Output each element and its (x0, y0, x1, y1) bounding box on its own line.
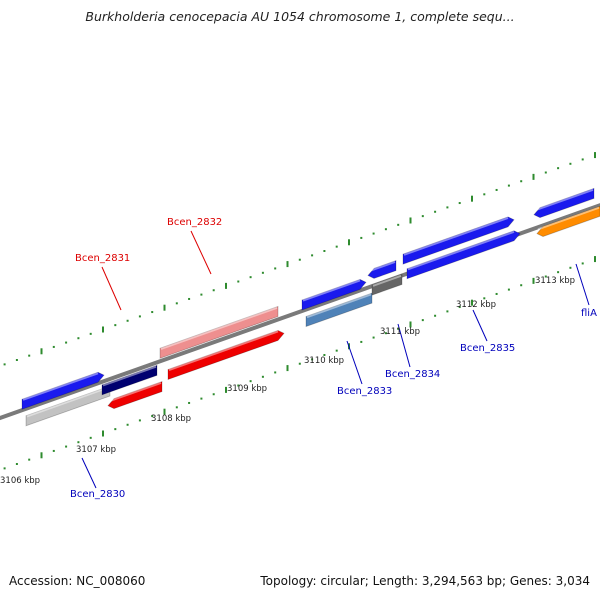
scale-label: 3109 kbp (227, 384, 267, 394)
scale-label: 3108 kbp (151, 414, 191, 424)
label-leaders (81, 230, 590, 489)
gene-bcen-2831 (101, 364, 158, 396)
gene-bcen-2832-highlight (160, 306, 278, 350)
leader-bcen-2831 (101, 266, 122, 311)
gene-flia-highlight (534, 188, 594, 212)
gene-bcen-2831-highlight (108, 381, 162, 403)
gene-bcen-2835 (402, 216, 515, 265)
scale-label: 3110 kbp (304, 356, 344, 366)
scale-label: 3112 kbp (456, 300, 496, 310)
gene-bcen-2832 (167, 330, 285, 381)
gene-bcen-2834-highlight (372, 274, 402, 287)
tick-marks (3, 152, 596, 470)
gene-bcen-2830-highlight (22, 372, 99, 401)
gene-bcen-2830 (25, 385, 111, 427)
gene-label-flia: fliA (581, 308, 597, 319)
gene-bcen-2833 (301, 278, 367, 311)
gene-bcen-2833 (305, 292, 373, 328)
leader-bcen-2832 (190, 230, 212, 275)
gene-bcen-2834-highlight (368, 261, 396, 273)
gene-label-bcen-2833: Bcen_2833 (337, 386, 392, 397)
gene-label-bcen-2830: Bcen_2830 (70, 489, 125, 500)
gene-flia (536, 205, 600, 237)
gene-bcen-2833-highlight (302, 279, 361, 302)
scale-label: 3106 kbp (0, 476, 40, 486)
gene-bcen-2830-highlight (26, 386, 110, 418)
gene-bcen-2832-highlight (168, 330, 279, 372)
gene-bcen-2835-highlight (407, 230, 515, 271)
gene-bcen-2835 (406, 230, 521, 280)
gene-bcen-2830 (21, 371, 105, 410)
gene-features (21, 187, 600, 427)
scale-label: 3113 kbp (535, 276, 575, 286)
leader-flia (575, 263, 590, 306)
scale-label: 3111 kbp (380, 327, 420, 337)
gene-bcen-2833-highlight (306, 293, 372, 319)
gene-labels: Bcen_2830 Bcen_2831 Bcen_2832 Bcen_2833 Bcen… (70, 217, 597, 500)
scale-labels: 3106 kbp 3107 kbp 3108 kbp 3109 kbp 3110 kbp… (0, 276, 575, 486)
gene-flia (533, 187, 595, 219)
gene-label-bcen-2832: Bcen_2832 (167, 217, 222, 228)
gene-flia-highlight (537, 206, 600, 231)
map-title: Burkholderia cenocepacia AU 1054 chromos… (85, 9, 515, 24)
gene-bcen-2835-highlight (403, 216, 509, 256)
topology-text: Topology: circular; Length: 3,294,563 bp… (260, 574, 590, 588)
scale-label: 3107 kbp (76, 445, 116, 455)
gene-bcen-2832 (159, 305, 279, 359)
gene-label-bcen-2835: Bcen_2835 (460, 343, 515, 354)
leader-bcen-2830 (81, 457, 97, 489)
gene-bcen-2831-highlight (102, 365, 157, 387)
gene-label-bcen-2834: Bcen_2834 (385, 369, 440, 380)
gene-bcen-2831 (107, 381, 163, 410)
accession-text: Accession: NC_008060 (9, 574, 146, 588)
leader-bcen-2833 (346, 340, 363, 385)
leader-bcen-2834 (397, 323, 411, 368)
gene-bcen-2834 (371, 273, 403, 296)
leader-bcen-2835 (472, 309, 488, 342)
gene-bcen-2834 (367, 260, 397, 279)
gene-label-bcen-2831: Bcen_2831 (75, 253, 130, 264)
